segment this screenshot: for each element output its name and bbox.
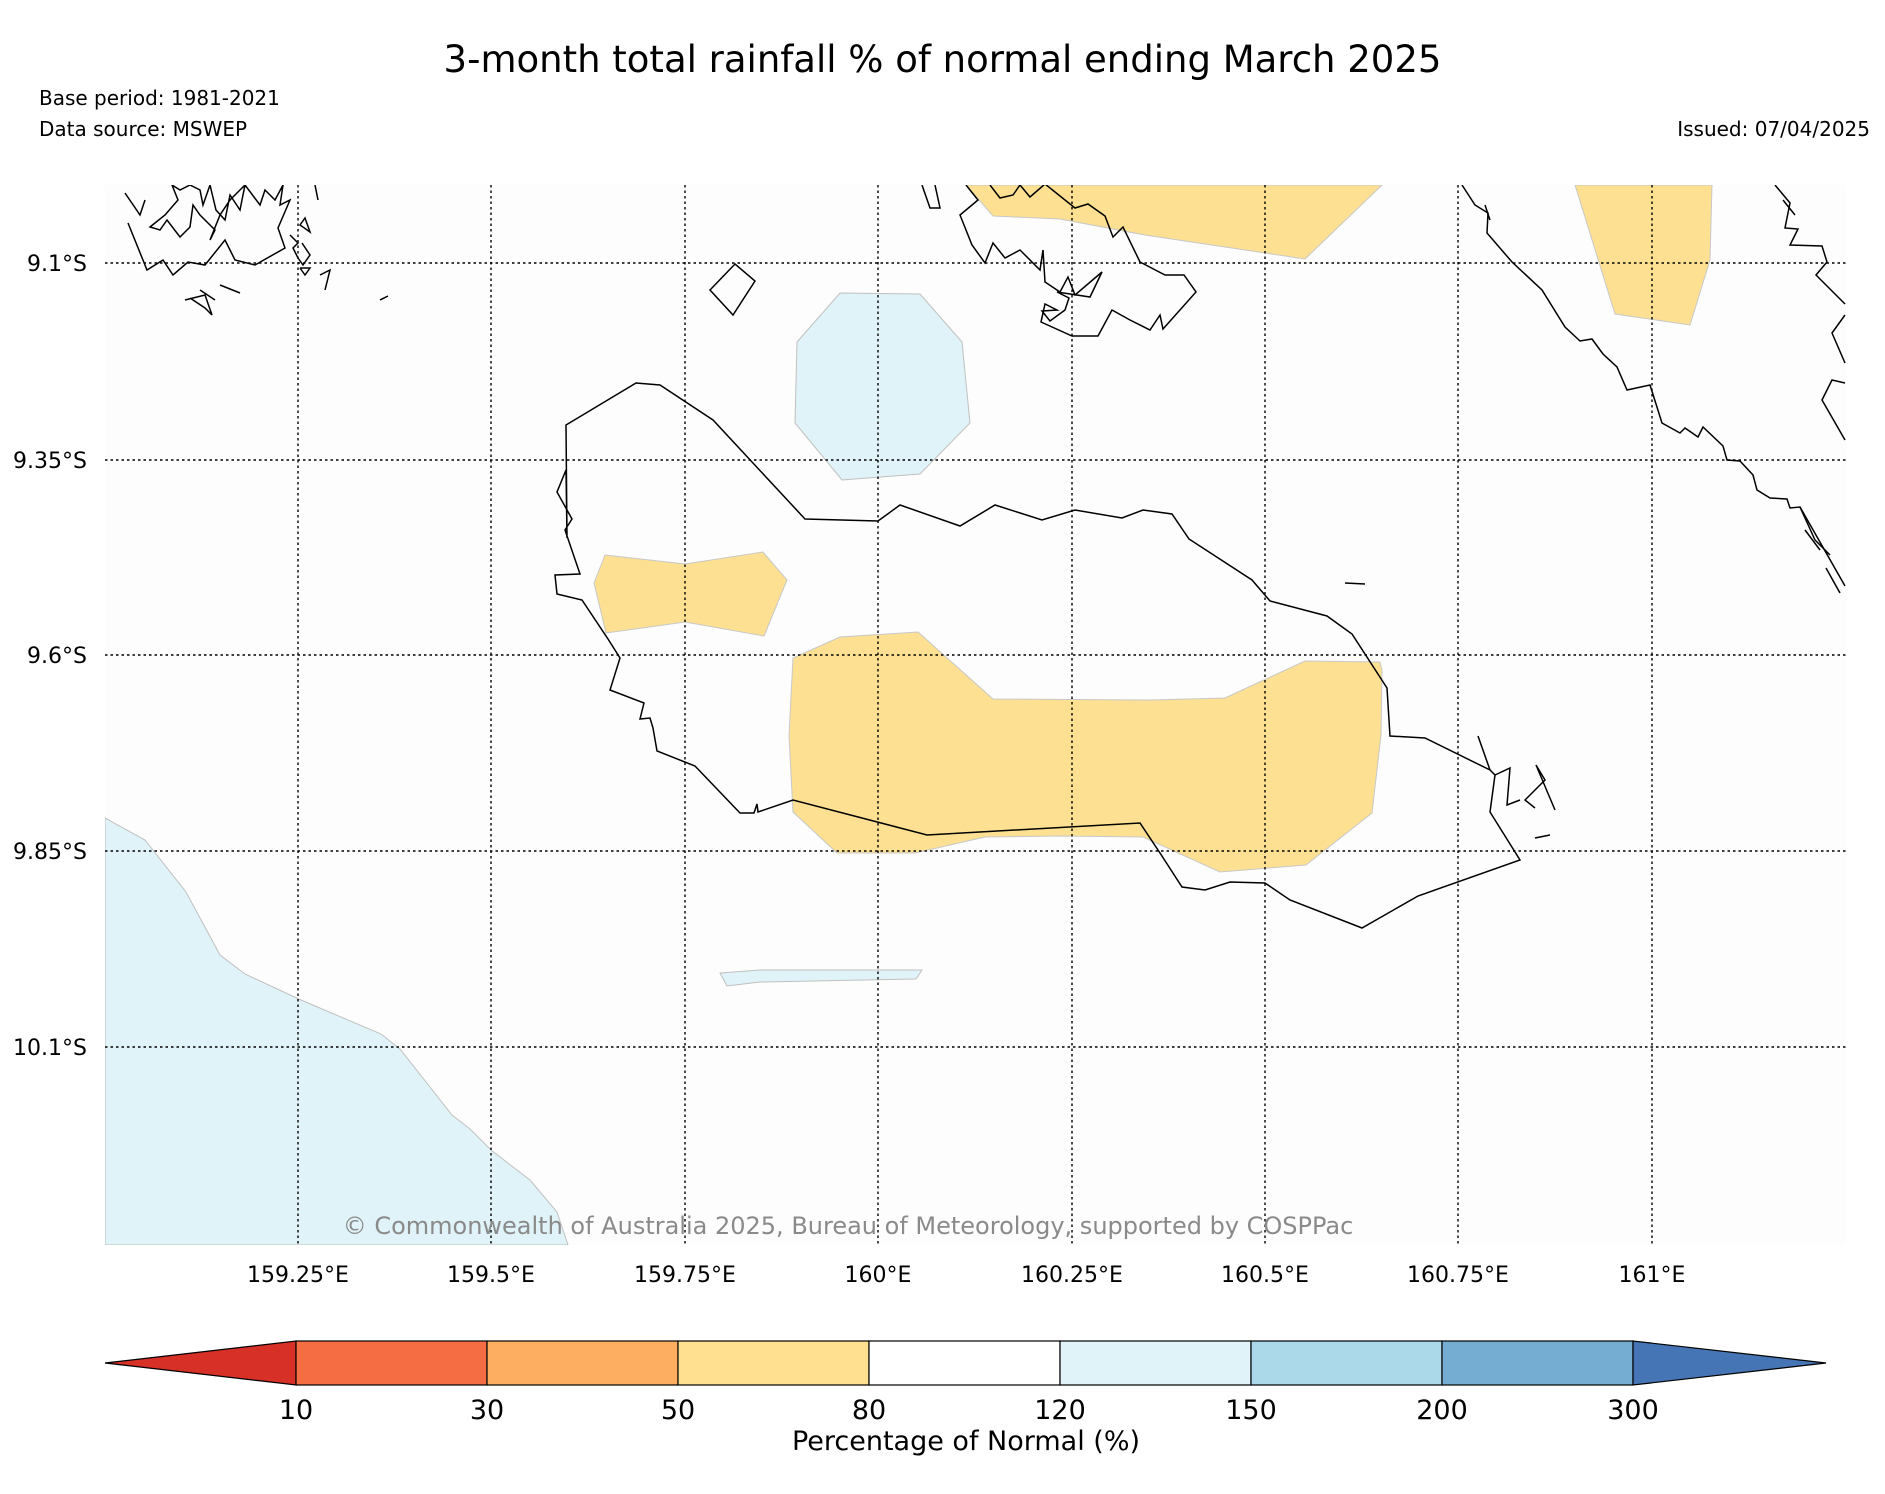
rainfall-area-dry-northeast <box>1574 185 1713 326</box>
colorbar-tick-label: 50 <box>661 1395 695 1426</box>
colorbar-extend-high <box>1632 1340 1827 1386</box>
colorbar-extend-low <box>104 1340 297 1386</box>
colorbar <box>104 1340 1827 1386</box>
colorbar-segment-80-120 <box>868 1340 1061 1386</box>
colorbar-segment-10-30 <box>295 1340 488 1386</box>
lat-label: 9.85°S <box>13 840 87 865</box>
rainfall-area-dry-west <box>593 551 788 637</box>
lat-label: 9.35°S <box>13 449 87 474</box>
colorbar-segment-150-200 <box>1250 1340 1443 1386</box>
map-title: 3-month total rainfall % of normal endin… <box>443 38 1442 81</box>
lon-label: 159.75°E <box>634 1263 736 1288</box>
lon-label: 160.5°E <box>1221 1263 1309 1288</box>
colorbar-tick-label: 300 <box>1607 1395 1659 1426</box>
colorbar-tick-label: 80 <box>852 1395 886 1426</box>
colorbar-segment-50-80 <box>677 1340 870 1386</box>
rainfall-area-wet-north <box>794 292 971 481</box>
lon-label: 159.5°E <box>447 1263 535 1288</box>
colorbar-tick-label: 120 <box>1034 1395 1086 1426</box>
lat-label: 9.6°S <box>27 644 87 669</box>
colorbar-tick-label: 10 <box>279 1395 313 1426</box>
rainfall-area-wet-southwest <box>105 817 569 1245</box>
data-source: Data source: MSWEP <box>39 117 248 141</box>
lon-label: 160.25°E <box>1021 1263 1123 1288</box>
lon-label: 161°E <box>1619 1263 1686 1288</box>
issued-date: Issued: 07/04/2025 <box>1677 117 1870 141</box>
lat-label: 9.1°S <box>27 252 87 277</box>
copyright-text: © Commonwealth of Australia 2025, Bureau… <box>343 1212 1354 1240</box>
colorbar-tick-label: 30 <box>470 1395 504 1426</box>
graticule <box>105 185 1846 1245</box>
colorbar-title: Percentage of Normal (%) <box>792 1426 1140 1457</box>
rainfall-area-wet-south <box>719 969 923 987</box>
lon-label: 160°E <box>845 1263 912 1288</box>
base-period: Base period: 1981-2021 <box>39 86 280 110</box>
lon-label: 159.25°E <box>247 1263 349 1288</box>
rainfall-area-dry-central <box>788 631 1383 873</box>
colorbar-tick-label: 150 <box>1225 1395 1277 1426</box>
colorbar-segment-30-50 <box>486 1340 679 1386</box>
colorbar-segment-120-150 <box>1059 1340 1252 1386</box>
map-contents <box>105 185 1846 1245</box>
lon-label: 160.75°E <box>1407 1263 1509 1288</box>
coastline <box>124 185 1846 929</box>
lat-label: 10.1°S <box>13 1036 87 1061</box>
colorbar-tick-label: 200 <box>1416 1395 1468 1426</box>
colorbar-segment-200-300 <box>1441 1340 1634 1386</box>
